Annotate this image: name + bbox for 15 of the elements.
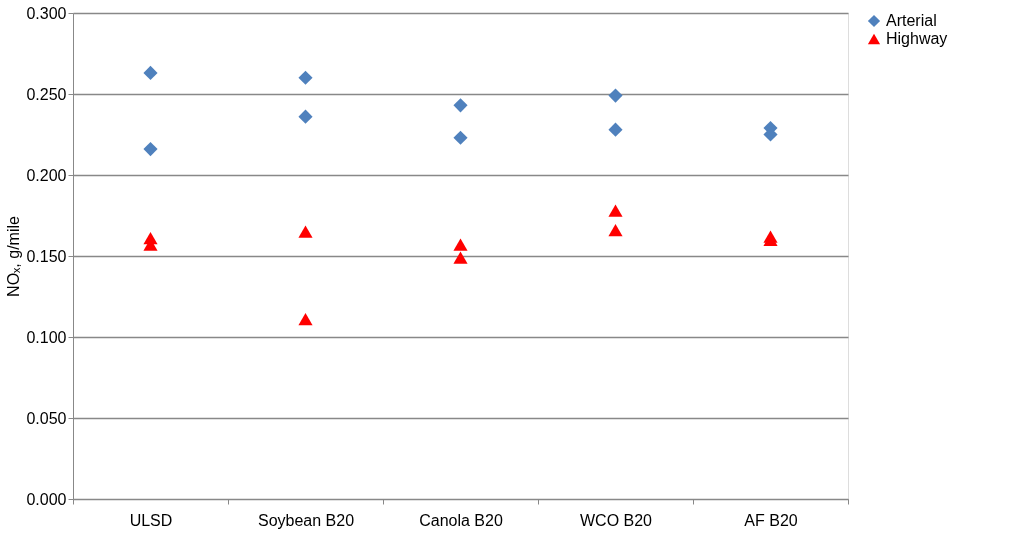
y-axis-title: NOₓ, g/mile <box>5 215 23 297</box>
x-tick-label: AF B20 <box>744 511 798 529</box>
y-tick-label: 0.300 <box>26 4 67 22</box>
y-tick-label: 0.150 <box>26 247 67 265</box>
legend-label: Arterial <box>886 12 937 29</box>
x-tick-label: WCO B20 <box>579 511 653 529</box>
y-tick-label: 0.200 <box>26 166 67 184</box>
y-tick-label: 0.100 <box>26 328 67 346</box>
y-tick-label: 0.050 <box>26 409 67 427</box>
legend-label: Highway <box>886 30 948 47</box>
x-tick-label: ULSD <box>129 511 173 529</box>
y-tick-label: 0.250 <box>26 85 67 103</box>
x-tick-label: Canola B20 <box>419 511 503 529</box>
x-tick-label: Soybean B20 <box>257 511 355 529</box>
y-tick-label: 0.000 <box>26 490 67 508</box>
